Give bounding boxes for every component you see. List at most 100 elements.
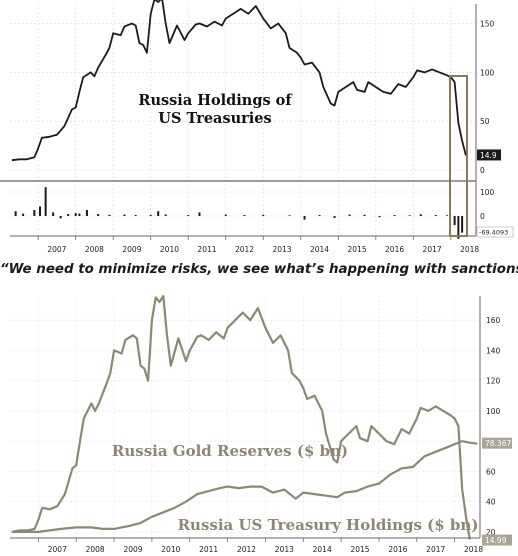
- x-tick-label: 2011: [197, 245, 216, 254]
- change-bar: [22, 213, 25, 216]
- change-bar: [149, 214, 152, 216]
- y-tick-label: 100: [480, 68, 495, 77]
- y-tick-labels: 0 50 100 150 0 100: [480, 20, 495, 221]
- y-tick-label: 150: [480, 20, 495, 29]
- x-tick-label: 2014: [313, 545, 332, 554]
- lower-last-value-flag: -69.4093: [476, 226, 514, 238]
- x-tick-label: 2007: [48, 545, 67, 554]
- y-tick-label: 120: [486, 377, 501, 386]
- last-value-flag: 14.9: [477, 149, 501, 161]
- x-tick-label: 2016: [385, 245, 404, 254]
- chart-title-line-1: Russia Holdings of: [138, 92, 293, 109]
- treasury-series-label: Russia US Treasury Holdings ($ bn): [178, 516, 479, 534]
- change-bar: [39, 206, 42, 216]
- change-bar: [333, 216, 336, 218]
- change-bar: [33, 210, 36, 216]
- change-bar: [78, 213, 81, 216]
- x-tick-label: 2012: [235, 245, 254, 254]
- x-tick-label: 2017: [423, 245, 442, 254]
- change-bar: [318, 215, 321, 216]
- change-bar: [52, 212, 55, 216]
- change-bar: [288, 215, 291, 216]
- change-bar: [224, 214, 227, 216]
- y-tick-label: 60: [486, 467, 496, 476]
- x-tick-label: 2012: [237, 545, 256, 554]
- x-tick-label: 2015: [348, 245, 367, 254]
- change-bar: [408, 215, 411, 216]
- x-tick-label: 2007: [47, 245, 66, 254]
- change-bar: [434, 215, 437, 216]
- change-bar: [74, 213, 77, 216]
- treasury-holdings-line: [11, 0, 467, 162]
- change-bar: [393, 215, 396, 216]
- change-bar: [446, 215, 449, 216]
- x-tick-label: 2013: [275, 545, 294, 554]
- change-bar: [198, 212, 201, 216]
- change-bar: [187, 215, 190, 216]
- change-bar: [85, 210, 88, 216]
- quote-text: “We need to minimize risks, we see what’…: [0, 262, 518, 277]
- y-tick-label: 50: [480, 117, 490, 126]
- change-bar: [457, 216, 460, 239]
- x-tick-label: 2008: [86, 545, 105, 554]
- y-tick-label: 160: [486, 316, 501, 325]
- change-bar: [419, 214, 422, 216]
- x-tick-label: 2017: [426, 545, 445, 554]
- change-bar: [44, 187, 47, 216]
- change-bar: [164, 214, 167, 216]
- x-tick-label: 2009: [123, 545, 142, 554]
- change-bar: [59, 216, 62, 219]
- y-tick-label: 100: [486, 407, 501, 416]
- treasury-last-value-flag: 14.99: [482, 534, 512, 546]
- y-tick-label: 20: [486, 528, 496, 537]
- chart-background: [0, 292, 518, 556]
- change-bar: [303, 216, 306, 220]
- x-tick-label: 2009: [122, 245, 141, 254]
- chart-background: [0, 0, 518, 260]
- change-bars: [14, 187, 464, 239]
- change-bar: [243, 215, 246, 216]
- change-bar: [97, 214, 100, 216]
- x-tick-label: 2011: [199, 545, 218, 554]
- lower-last-value-label: -69.4093: [479, 229, 508, 237]
- x-tick-label: 2010: [160, 245, 179, 254]
- gold-reserves-line: [11, 440, 478, 533]
- x-tick-labels: 2007 2008 2009 2010 2011 2012 2013 2014 2015 2016…: [47, 245, 479, 254]
- last-value-label: 14.9: [480, 151, 497, 160]
- x-tick-labels: 2007 2008 2009 2010 2011 2012 2013 2014 2015 2016…: [48, 545, 484, 554]
- treasury-holdings-line: [11, 294, 471, 540]
- change-bar: [378, 216, 381, 218]
- change-bar: [134, 215, 137, 216]
- x-tick-label: 2010: [161, 545, 180, 554]
- treasury-last-value-label: 14.99: [485, 536, 507, 545]
- change-bar: [123, 214, 126, 216]
- change-bar: [108, 214, 111, 216]
- change-bar: [14, 211, 17, 216]
- gold-last-value-flag: 78.367: [482, 437, 512, 449]
- y-tick-label: 40: [486, 498, 496, 507]
- x-tick-label: 2014: [310, 245, 329, 254]
- x-tick-label: 2013: [272, 245, 291, 254]
- change-bar: [157, 211, 160, 216]
- change-bar: [461, 216, 464, 233]
- change-bar: [363, 214, 366, 216]
- highlight-box: [449, 75, 468, 237]
- x-tick-label: 2018: [460, 245, 479, 254]
- change-bar: [453, 216, 456, 226]
- chart-title-line-2: US Treasuries: [158, 110, 271, 127]
- y-tick-label: 100: [480, 188, 495, 197]
- gold-vs-treasury-chart: 20406080100120140160 2007200820092010201…: [0, 292, 518, 556]
- x-tick-label: 2008: [85, 245, 104, 254]
- x-tick-label: 2015: [350, 545, 369, 554]
- y-tick-label: 0: [480, 212, 485, 221]
- change-bar: [67, 214, 70, 216]
- change-bar: [262, 214, 265, 216]
- y-tick-label: 140: [486, 346, 501, 355]
- gold-series-label: Russia Gold Reserves ($ bn): [112, 442, 348, 460]
- change-bar: [348, 214, 351, 216]
- x-tick-label: 2016: [388, 545, 407, 554]
- y-tick-label: 0: [480, 166, 485, 175]
- x-tick-label: 2018: [464, 545, 483, 554]
- gold-last-value-label: 78.367: [485, 439, 511, 448]
